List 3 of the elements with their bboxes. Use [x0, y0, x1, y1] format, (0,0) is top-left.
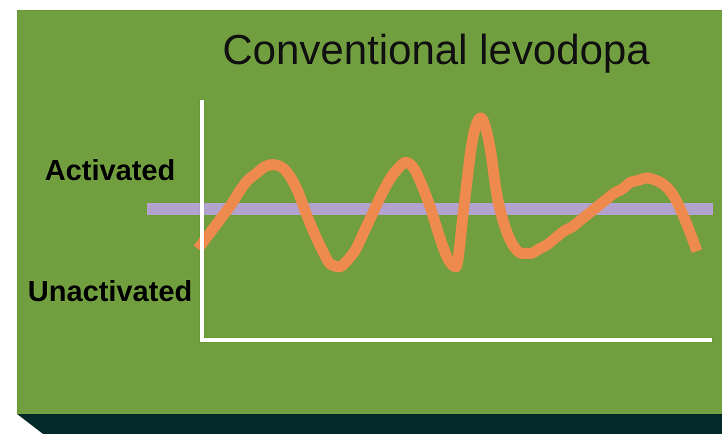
text: Activated	[44, 155, 176, 187]
text: Unactivated	[28, 276, 192, 308]
chart-title: Conventional levodopa	[222, 26, 650, 73]
